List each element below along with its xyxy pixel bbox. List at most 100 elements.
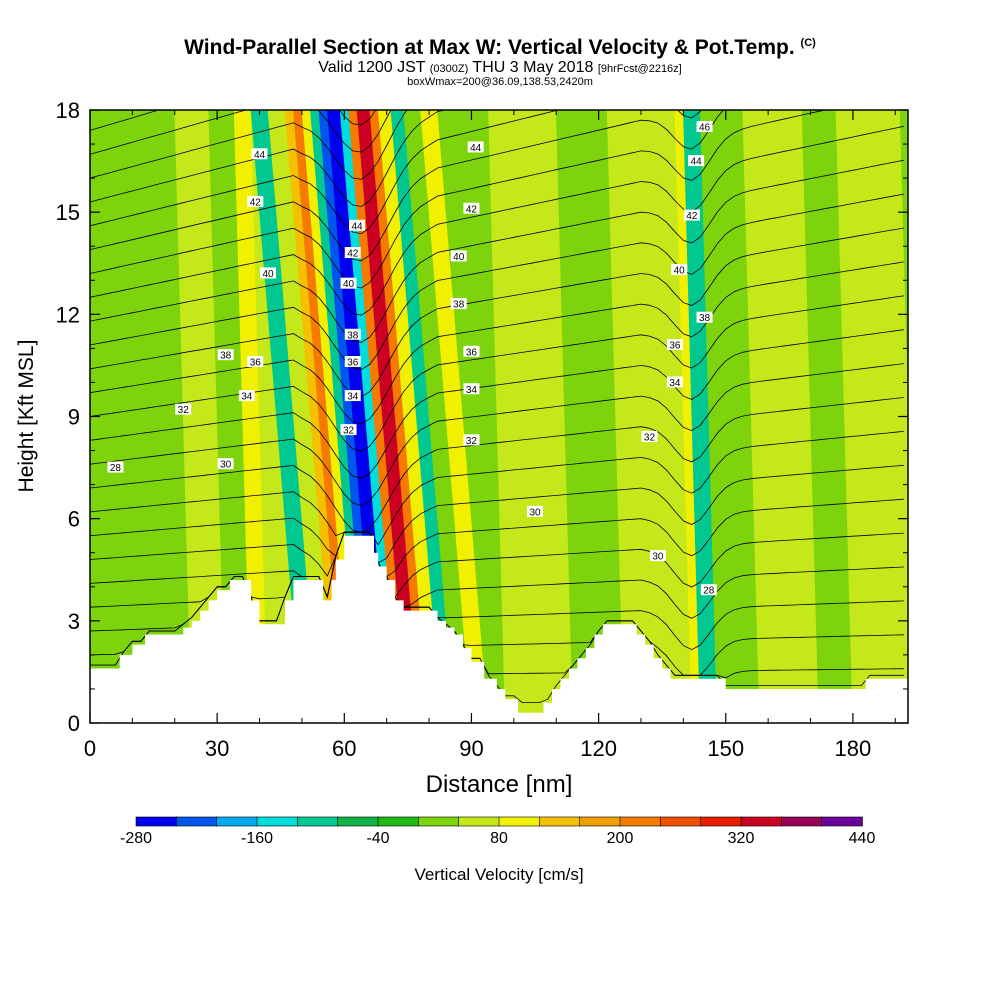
contour-label-bg [344,390,361,402]
contour-label: 34 [466,385,478,396]
velocity-band [606,110,693,723]
colorbar-segment [660,816,702,827]
isentrope-line [90,431,904,546]
velocity-band [437,110,506,723]
isentrope-line [90,531,904,599]
contour-label-bg [217,458,234,470]
contour-label: 32 [466,436,478,447]
y-tick-label: 12 [56,302,80,327]
velocity-band [555,110,625,723]
valid-time: Valid 1200 JST [318,59,426,76]
colorbar-segment [498,816,541,827]
contour-label-bg [349,219,366,231]
y-tick-label: 3 [68,609,80,634]
contour-label: 34 [241,392,253,403]
colorbar-segment [821,816,863,827]
contour-label-bg [700,584,717,596]
contour-label-bg [463,383,480,395]
contour-label-bg [688,155,705,167]
velocity-band [683,110,718,723]
isentrope-line [90,110,724,262]
forecast-info: [9hrFcst@2216z] [597,63,682,75]
x-axis-label: Distance [nm] [426,771,573,798]
isentrope-line [90,295,904,452]
colorbar-segment [216,816,258,827]
isentrope-line [90,93,904,107]
contour-label: 42 [686,211,698,222]
valid-date: THU 3 May 2018 [472,59,594,76]
contour-label: 42 [347,249,359,260]
contour-label-bg [696,311,713,323]
y-tick-label: 15 [56,200,80,225]
velocity-band [369,110,430,723]
contour-label: 34 [669,378,681,389]
contour-label-bg [107,461,124,473]
contour-label-bg [463,434,480,446]
velocity-band [488,110,574,723]
contour-label: 44 [254,150,266,161]
x-tick-label: 120 [580,736,617,761]
x-tick-label: 90 [459,736,483,761]
contour-label: 36 [669,340,681,351]
contour-label: 30 [220,460,232,471]
y-axis-label: Height [Kft MSL] [15,340,38,493]
contour-label-bg [666,338,683,350]
x-tick-label: 180 [835,736,872,761]
isentrope-line [90,397,904,533]
colorbar-segment [619,816,662,827]
contour-label: 36 [250,358,262,369]
contour-label-bg [340,277,357,289]
contour-label: 30 [652,552,664,563]
contour-label: 28 [703,586,715,597]
velocity-band [208,110,252,723]
y-tick-label: 6 [68,507,80,532]
y-tick-label: 9 [68,405,80,430]
velocity-band [742,110,820,723]
theta-contour-labels: 28 32 30 34 36 38 40 42 44 44 42 40 38 36 34 32 44 42 40 38… [107,121,717,597]
y-tick-label: 18 [56,98,80,123]
colorbar-segment [377,816,420,827]
contour-label: 44 [351,221,363,232]
contour-label: 36 [347,358,359,369]
contour-label: 38 [699,313,711,324]
contour-label-bg [175,403,192,415]
contour-label: 42 [466,204,478,215]
contour-label: 40 [343,279,355,290]
contour-label: 44 [691,157,703,168]
contour-label-bg [238,390,255,402]
contour-label: 38 [220,351,232,362]
contour-label-bg [247,356,264,368]
isentrope-line [90,227,904,398]
velocity-band [90,110,193,723]
velocity-band [377,110,443,723]
contour-label: 40 [262,269,274,280]
isentrope-line [90,329,904,479]
isentrope-line [90,110,827,289]
colorbar-tick-label: -160 [241,830,273,847]
contour-label: 30 [529,507,541,518]
chart-title: Wind-Parallel Section at Max W: Vertical… [0,36,1000,60]
valid-utc: (0300Z) [429,63,469,75]
contour-label: 42 [250,197,262,208]
contour-label-bg [463,202,480,214]
colorbar-tick-label: -280 [120,830,152,847]
velocity-band [420,110,489,723]
contour-label: 32 [343,426,355,437]
velocity-band [250,110,320,723]
y-tick-label: 0 [68,711,80,736]
isentrope-line [90,110,408,180]
terrain [90,535,908,723]
contour-label-bg [671,264,688,276]
contour-label: 44 [470,143,482,154]
velocity-band [348,110,409,723]
contour-label-bg [450,250,467,262]
chart-title-text: Wind-Parallel Section at Max W: Vertical… [184,36,795,59]
contour-label: 34 [347,392,359,403]
colorbar-segment [539,816,581,827]
colorbar-segment [135,816,178,827]
isentrope-line [90,193,904,371]
colorbar-segment [418,816,460,827]
contour-label-bg [463,345,480,357]
colorbar-tick-label: 320 [728,830,755,847]
